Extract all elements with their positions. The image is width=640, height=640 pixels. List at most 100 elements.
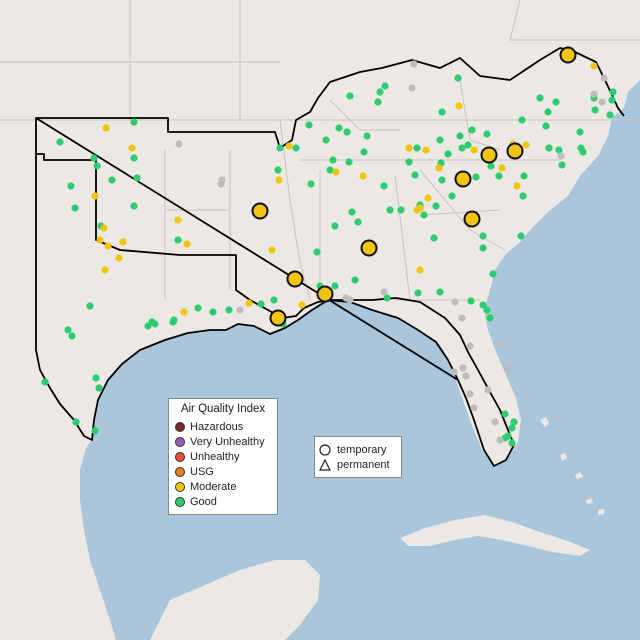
station-marker-good — [479, 232, 487, 240]
legend-item-temporary: temporary — [319, 443, 387, 457]
state-boundaries — [0, 0, 640, 301]
land-yucatan — [150, 560, 320, 640]
station-marker-moderate — [128, 144, 136, 152]
station-marker-good — [326, 166, 334, 174]
station-marker-good — [555, 146, 563, 154]
station-marker-good — [209, 308, 217, 316]
station-marker-good — [489, 270, 497, 278]
station-marker-good — [292, 144, 300, 152]
station-marker-good — [606, 111, 614, 119]
station-marker-moderate — [424, 194, 432, 202]
station-marker-good — [331, 282, 339, 290]
station-marker-no-data — [342, 294, 350, 302]
station-marker-good — [520, 172, 528, 180]
station-marker-moderate — [285, 142, 293, 150]
station-marker-good — [92, 374, 100, 382]
station-marker-no-data — [557, 152, 565, 160]
station-marker-moderate — [455, 102, 463, 110]
moderate-swatch-icon — [175, 482, 185, 492]
station-marker-good — [133, 174, 141, 182]
station-marker-good — [508, 439, 516, 447]
station-marker-moderate — [115, 254, 123, 262]
station-marker-good — [486, 314, 494, 322]
station-marker-good — [544, 108, 552, 116]
station-marker-good — [64, 326, 72, 334]
station-marker-no-data — [498, 340, 506, 348]
station-marker-good — [479, 244, 487, 252]
station-marker-moderate — [359, 172, 367, 180]
temporary-monitor-marker-moderate — [480, 146, 498, 164]
station-marker-moderate — [119, 238, 127, 246]
station-marker-good — [414, 289, 422, 297]
station-marker-good — [542, 122, 550, 130]
station-marker-moderate — [332, 168, 340, 176]
station-marker-no-data — [484, 386, 492, 394]
station-marker-good — [436, 136, 444, 144]
station-marker-no-data — [466, 342, 474, 350]
station-marker-good — [348, 208, 356, 216]
station-marker-good — [467, 297, 475, 305]
station-marker-good — [345, 158, 353, 166]
station-marker-good — [517, 232, 525, 240]
station-markers — [41, 60, 617, 447]
station-marker-good — [374, 98, 382, 106]
temporary-monitor-marker-moderate — [454, 170, 472, 188]
station-marker-good — [93, 162, 101, 170]
station-marker-moderate — [101, 266, 109, 274]
station-marker-good — [458, 144, 466, 152]
triangle-icon — [319, 459, 331, 471]
station-marker-good — [91, 427, 99, 435]
station-marker-no-data — [380, 288, 388, 296]
station-marker-moderate — [96, 236, 104, 244]
station-marker-moderate — [183, 240, 191, 248]
legend-item-moderate: Moderate — [175, 480, 236, 494]
station-marker-good — [130, 118, 138, 126]
station-marker-good — [276, 144, 284, 152]
legend-item-very-unhealthy: Very Unhealthy — [175, 435, 265, 449]
station-marker-good — [495, 172, 503, 180]
station-marker-moderate — [174, 216, 182, 224]
station-marker-good — [305, 121, 313, 129]
station-marker-good — [71, 204, 79, 212]
station-marker-no-data — [450, 368, 458, 376]
station-marker-good — [313, 248, 321, 256]
station-marker-good — [386, 206, 394, 214]
station-marker-good — [274, 166, 282, 174]
station-marker-no-data — [459, 364, 467, 372]
station-marker-good — [346, 92, 354, 100]
legend-label: Very Unhealthy — [190, 436, 265, 448]
station-marker-moderate — [416, 266, 424, 274]
station-marker-good — [194, 304, 202, 312]
station-marker-moderate — [513, 182, 521, 190]
station-marker-no-data — [504, 364, 512, 372]
station-marker-good — [487, 162, 495, 170]
station-marker-good — [576, 128, 584, 136]
station-marker-good — [411, 171, 419, 179]
station-marker-moderate — [405, 144, 413, 152]
station-marker-good — [86, 302, 94, 310]
station-marker-good — [430, 234, 438, 242]
station-marker-good — [510, 418, 518, 426]
legend-item-hazardous: Hazardous — [175, 420, 243, 434]
station-marker-moderate — [470, 146, 478, 154]
station-marker-good — [432, 202, 440, 210]
station-marker-good — [448, 192, 456, 200]
station-marker-no-data — [218, 176, 226, 184]
station-marker-good — [360, 148, 368, 156]
station-marker-good — [405, 158, 413, 166]
station-marker-good — [351, 276, 359, 284]
station-marker-no-data — [408, 84, 416, 92]
station-marker-good — [519, 192, 527, 200]
legend-item-good: Good — [175, 495, 217, 509]
station-marker-good — [257, 300, 265, 308]
legend-item-unhealthy: Unhealthy — [175, 450, 240, 464]
station-marker-moderate — [102, 124, 110, 132]
station-marker-good — [354, 218, 362, 226]
station-marker-no-data — [236, 306, 244, 314]
temporary-monitor-marker-moderate — [360, 239, 378, 257]
station-marker-no-data — [491, 418, 499, 426]
station-marker-good — [343, 128, 351, 136]
station-marker-no-data — [496, 436, 504, 444]
monitor-type-legend: temporary permanent — [314, 436, 402, 478]
legend-label: Good — [190, 496, 217, 508]
